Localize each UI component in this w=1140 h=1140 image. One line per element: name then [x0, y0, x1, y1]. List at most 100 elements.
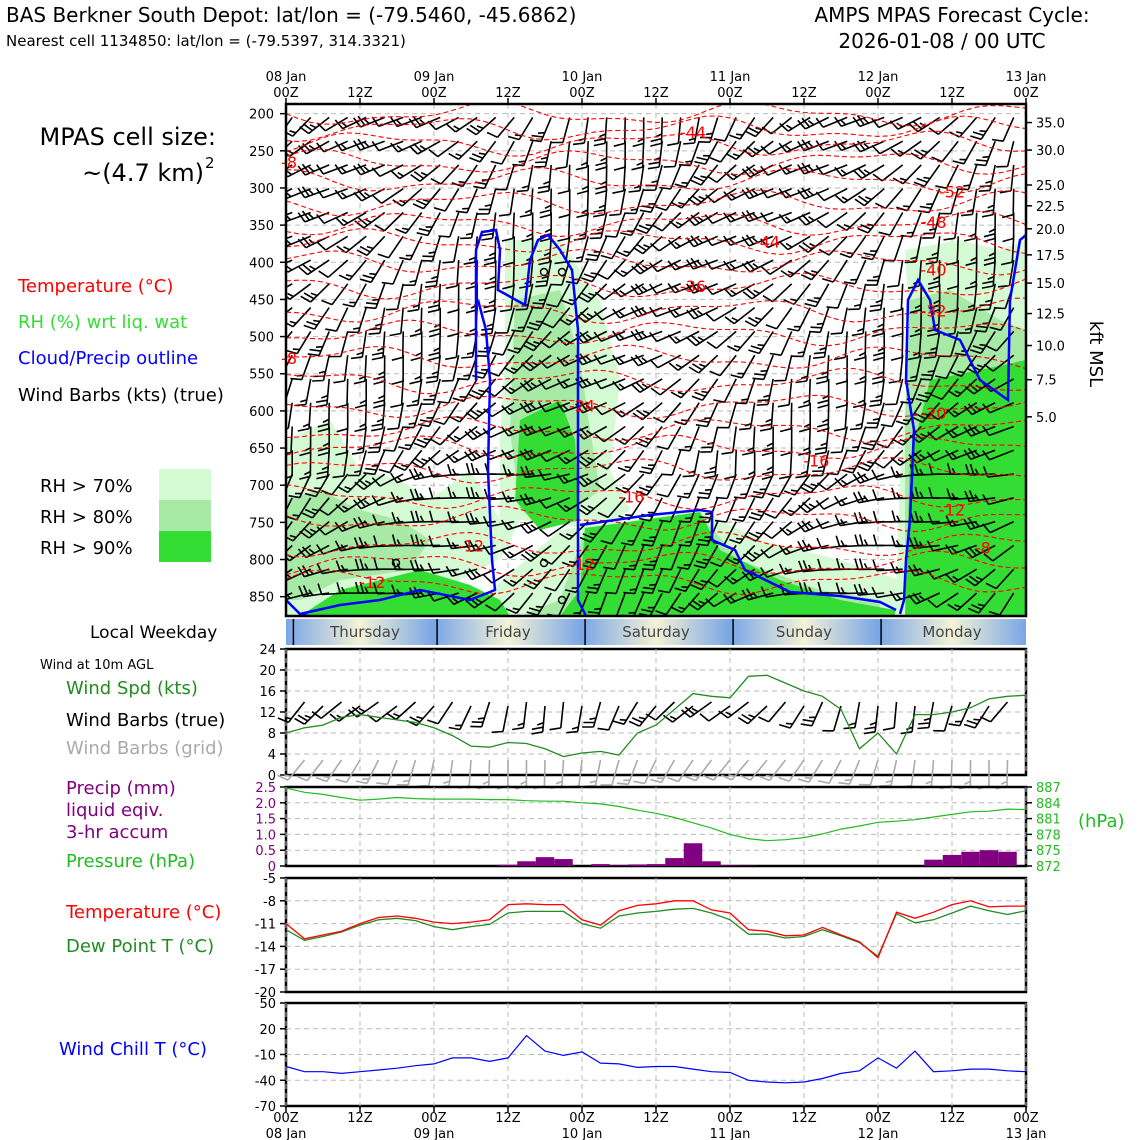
legend-temperature: Temperature (°C) — [17, 276, 173, 297]
wind-barb — [466, 116, 497, 136]
wind-barb — [577, 283, 608, 303]
temperature-contour — [286, 228, 1026, 255]
wind-barb — [908, 592, 941, 605]
wind-barb — [427, 449, 460, 466]
precip-bar — [720, 865, 740, 866]
wind-barb — [286, 259, 293, 264]
temperature-label: -44 — [680, 123, 706, 142]
wind-barb — [935, 354, 959, 380]
pressure-tick-label: 881 — [1036, 813, 1061, 828]
wind-barb — [851, 307, 867, 337]
wind-barb — [464, 425, 497, 441]
wind-barb — [325, 307, 349, 332]
wind-barb — [402, 402, 423, 429]
wind-barb — [334, 540, 367, 552]
wind-barb — [791, 331, 811, 358]
kft-tick-label: 30.0 — [1036, 144, 1065, 159]
wind-barb — [779, 402, 793, 433]
panel-tick-label: 0 — [268, 769, 276, 784]
bottom-tick-hour: 12Z — [495, 1111, 521, 1126]
wind-barb — [928, 283, 941, 314]
wind-barb — [836, 211, 867, 231]
wind-barb — [962, 283, 978, 313]
wind-barb — [465, 462, 496, 475]
wind-barb — [674, 164, 700, 188]
wind-barb — [441, 355, 460, 382]
pressure-tick-label: 200 — [249, 108, 274, 123]
wind-barb — [297, 210, 330, 223]
wind-barb — [779, 520, 811, 536]
temperature-label: -12 — [359, 573, 385, 592]
precip-bar — [702, 861, 721, 866]
wind-barb — [631, 378, 663, 393]
dewpoint-line — [285, 905, 1027, 958]
wind-barb — [845, 426, 867, 452]
temperature-label: -8 — [281, 153, 297, 172]
wind-barb — [818, 235, 848, 256]
wind-barb — [760, 211, 792, 223]
precip-bar — [554, 859, 573, 866]
wind-barb — [713, 117, 737, 142]
wind-barb — [465, 486, 496, 500]
wind-barb — [741, 164, 774, 178]
surface-wind-barb — [386, 701, 417, 721]
wind-barb — [964, 490, 996, 503]
temperature-contour — [286, 319, 1026, 347]
temperature-label: -52 — [939, 183, 965, 202]
wind-barb — [374, 211, 404, 232]
wind-barb — [762, 283, 793, 303]
wind-barb — [597, 497, 626, 519]
wind-barb — [641, 545, 663, 571]
wind-barb — [947, 592, 978, 612]
wind-barb — [959, 307, 978, 334]
wind-barb — [713, 378, 737, 403]
wind-barb — [797, 116, 830, 130]
grid-wind-barb — [702, 759, 731, 781]
wind-barb — [705, 592, 737, 608]
wind-barb — [671, 592, 700, 614]
wind-barb — [667, 117, 682, 147]
wind-barb — [521, 212, 534, 243]
kft-tick-label: 25.0 — [1036, 179, 1065, 194]
wind-barb — [593, 117, 608, 147]
bottom-tick-hour: 00Z — [273, 1111, 299, 1126]
wind-barb — [797, 211, 830, 226]
temperature-label: -12 — [458, 536, 484, 555]
wind-barb — [741, 568, 774, 582]
wind-barb — [387, 402, 404, 431]
wind-barb — [797, 539, 829, 552]
wind-barb — [409, 307, 423, 338]
wind-barb — [604, 568, 626, 595]
weekday-label: Friday — [485, 623, 531, 641]
wind-barb — [469, 140, 497, 163]
wind-barb — [854, 355, 867, 385]
wind-barb — [815, 497, 848, 510]
top-tick-hour: 12Z — [939, 86, 965, 101]
temperature-contour — [286, 569, 1026, 596]
wind-barb — [409, 559, 441, 572]
wind-barb — [909, 283, 922, 314]
legend-barbs-grid: Wind Barbs (grid) — [66, 738, 224, 759]
top-tick-hour: 00Z — [717, 86, 743, 101]
wind-barb — [922, 212, 941, 239]
temperature-label: -32 — [920, 302, 946, 321]
wind-barb — [635, 426, 663, 448]
wind-barb — [390, 491, 422, 504]
wind-barb — [795, 450, 811, 479]
wind-barb — [448, 140, 478, 160]
wind-barb — [286, 544, 293, 553]
wind-barb — [482, 515, 515, 528]
wind-barb — [410, 449, 441, 469]
wind-barb — [872, 331, 885, 362]
wind-barb — [476, 331, 497, 357]
wind-barb — [965, 463, 996, 476]
wind-barb — [526, 307, 552, 331]
legend-rh80: RH > 80% — [40, 507, 133, 528]
wind-barb — [286, 473, 293, 493]
wind-barb — [538, 354, 571, 369]
grid-wind-barb — [277, 759, 306, 781]
legend-cloud: Cloud/Precip outline — [18, 348, 198, 369]
wind-barb — [815, 164, 848, 176]
kft-tick-label: 22.5 — [1036, 200, 1065, 215]
wind-barb — [963, 447, 996, 460]
